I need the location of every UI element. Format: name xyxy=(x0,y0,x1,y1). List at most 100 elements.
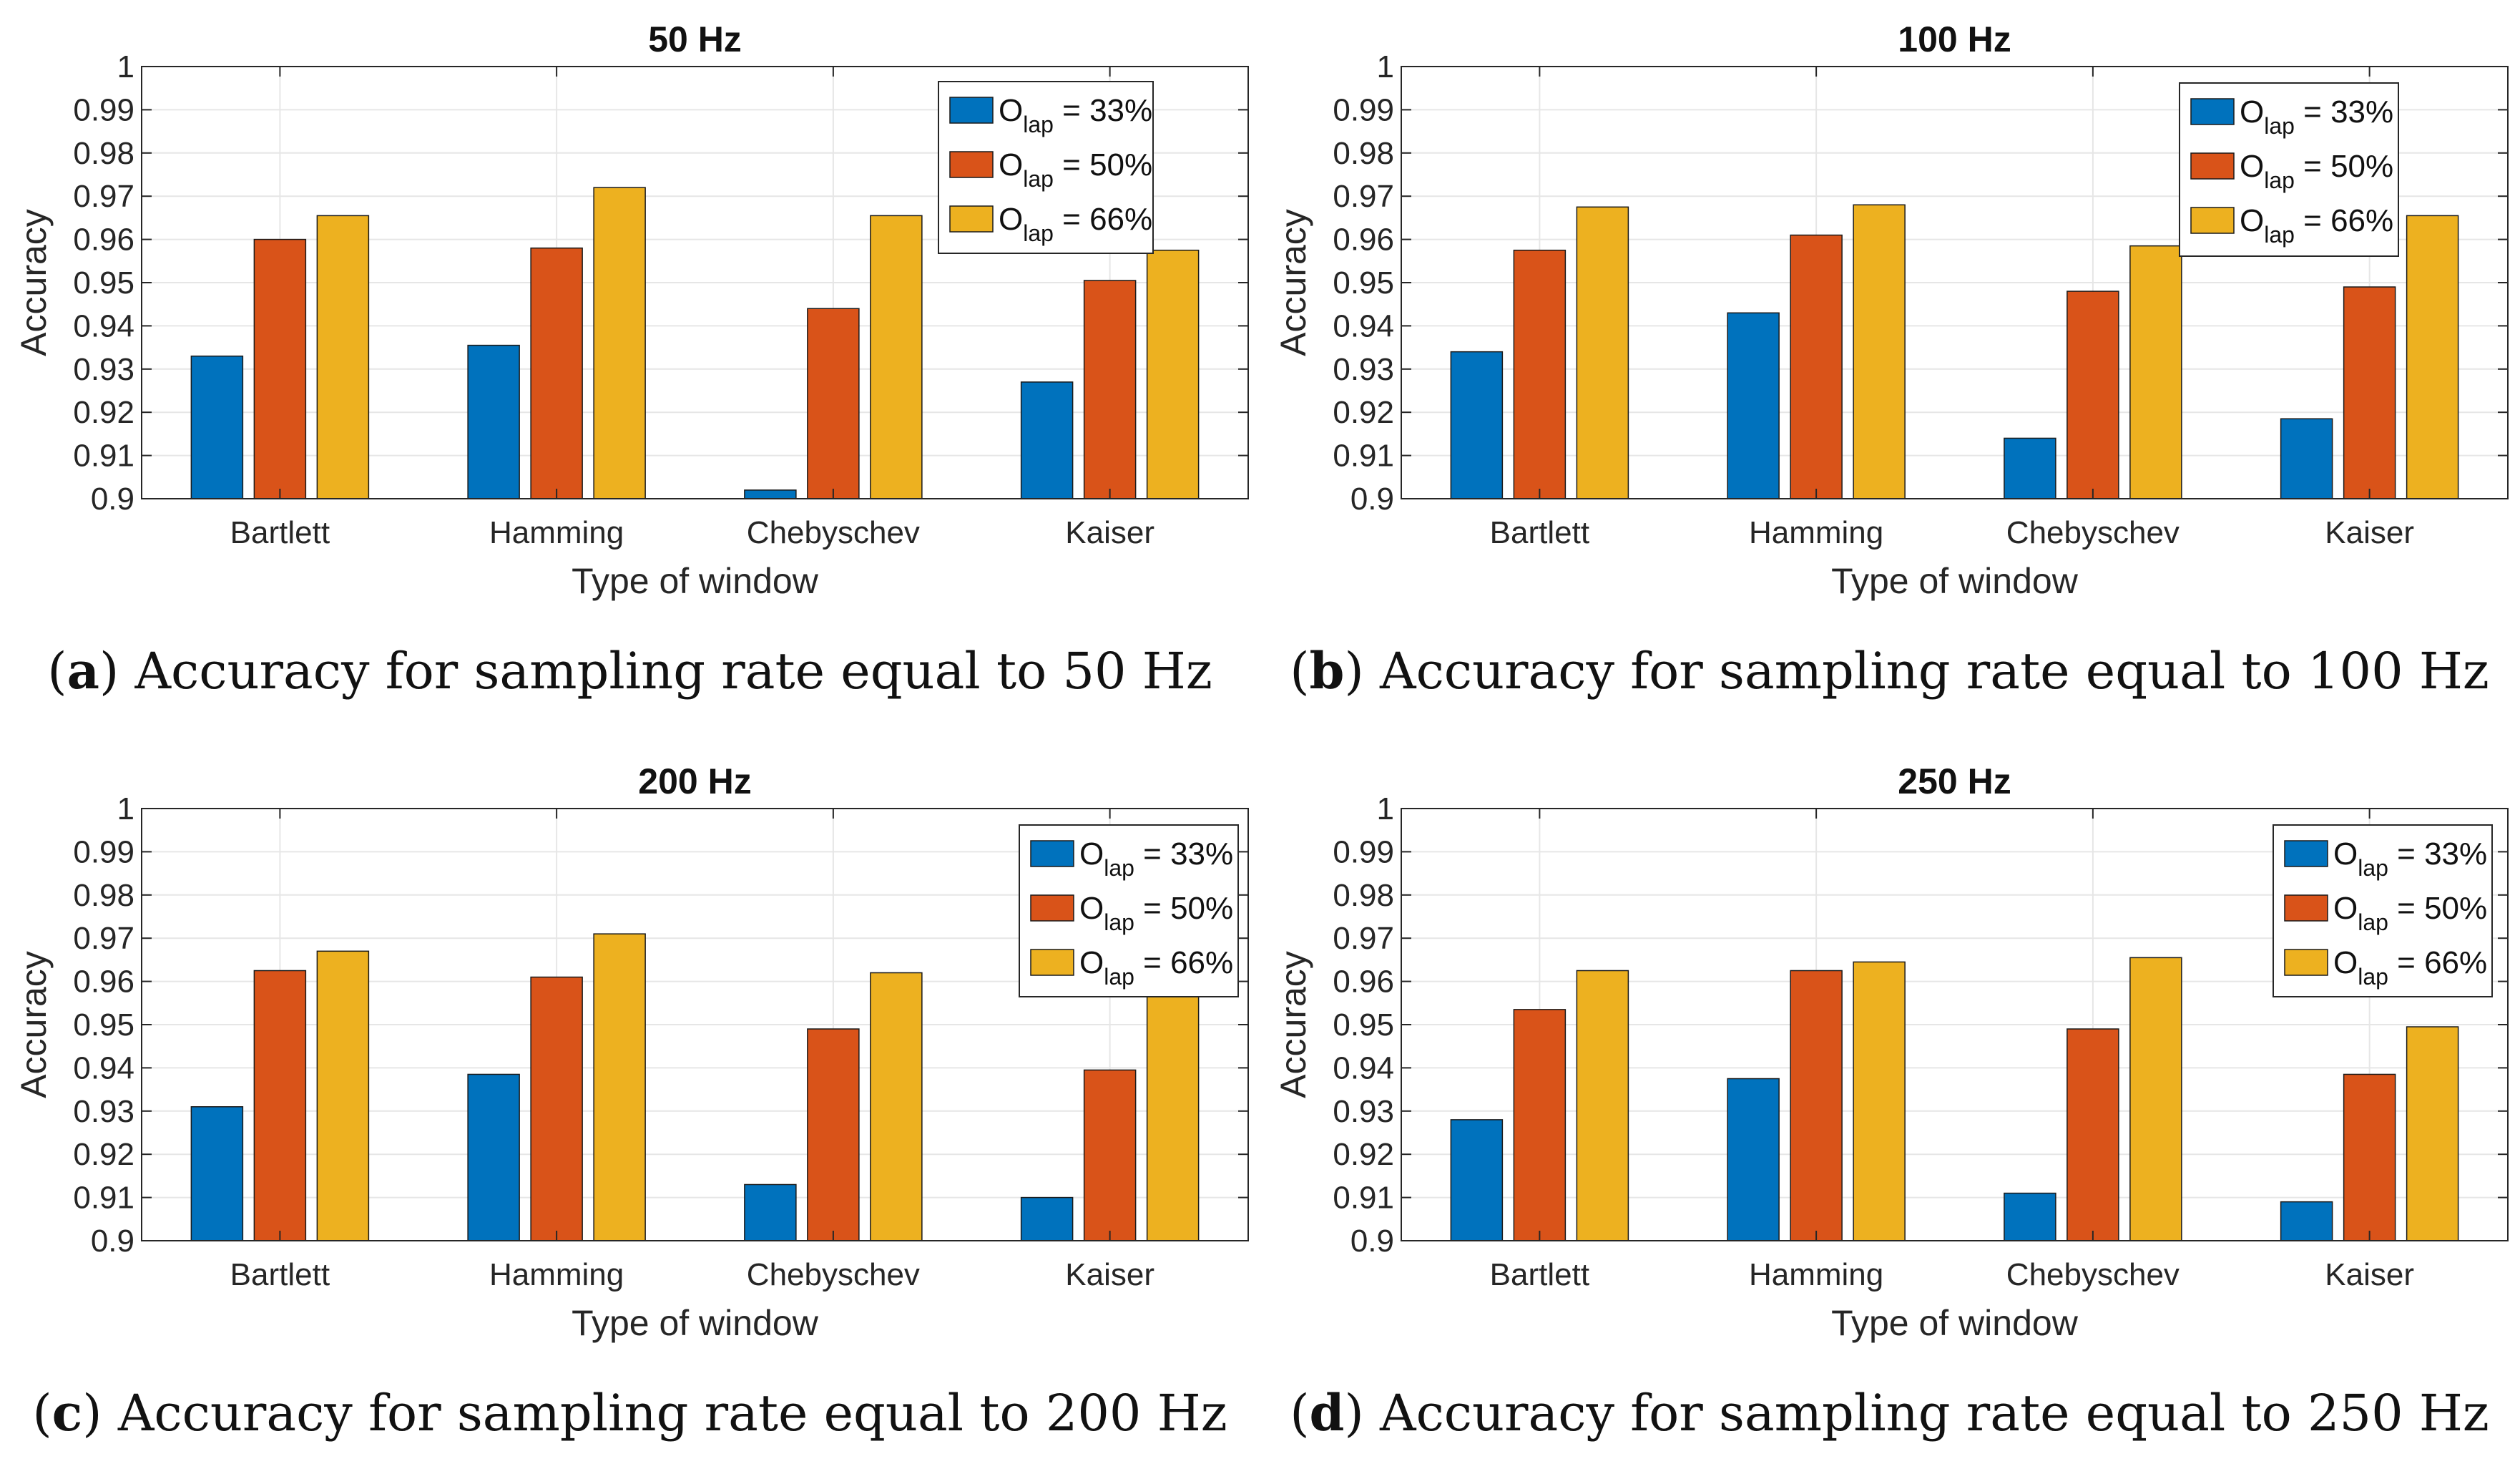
y-tick-label: 0.9 xyxy=(1350,482,1394,517)
y-tick-label: 0.93 xyxy=(73,1094,134,1129)
bar-chebyschev-series-2 xyxy=(807,308,860,499)
y-tick-label: 1 xyxy=(117,49,134,84)
legend-swatch-1 xyxy=(949,97,994,124)
legend-value: = 66% xyxy=(1054,202,1152,237)
bar-kaiser-series-3 xyxy=(2406,215,2459,499)
legend: Olap = 33%Olap = 50%Olap = 66% xyxy=(938,81,1154,254)
legend-value: = 33% xyxy=(1054,93,1152,128)
bar-hamming-series-1 xyxy=(1727,312,1780,499)
bar-bartlett-series-1 xyxy=(1450,1119,1504,1241)
y-tick-label: 0.97 xyxy=(1333,921,1394,956)
legend-prefix: O xyxy=(1079,891,1104,926)
bar-hamming-series-2 xyxy=(1790,234,1843,499)
y-tick-label: 0.97 xyxy=(1333,179,1394,214)
x-axis-label: Type of window xyxy=(572,1303,819,1343)
caption-label: c xyxy=(52,1383,83,1442)
y-tick-label: 0.98 xyxy=(1333,136,1394,171)
bar-chebyschev-series-3 xyxy=(870,972,923,1241)
bar-bartlett-series-2 xyxy=(253,238,307,499)
y-tick-label: 0.98 xyxy=(1333,878,1394,913)
y-tick-label: 0.9 xyxy=(91,482,134,517)
chart-panel-50hz: 0.9 0.91 0.92 0.93 0.94 0.95 0.96 0.97 0.98 0.99 1… xyxy=(0,0,1260,742)
chart-title: 100 Hz xyxy=(1898,19,2011,59)
y-tick-label: 0.95 xyxy=(1333,265,1394,301)
bar-kaiser-series-1 xyxy=(2280,418,2333,499)
bar-chebyschev-series-3 xyxy=(2129,245,2182,499)
y-tick-label: 0.94 xyxy=(1333,1050,1394,1085)
y-axis-label: Accuracy xyxy=(1273,209,1313,356)
legend-subscript: lap xyxy=(2358,964,2388,990)
chart-title: 250 Hz xyxy=(1898,761,2011,801)
legend-prefix: O xyxy=(2240,203,2264,238)
y-tick-label: 0.9 xyxy=(1350,1224,1394,1259)
legend-swatch-3 xyxy=(2190,207,2235,234)
bar-kaiser-series-2 xyxy=(2343,286,2396,499)
chart-250hz: 0.9 0.91 0.92 0.93 0.94 0.95 0.96 0.97 0.98 0.99 1… xyxy=(1273,761,2509,1343)
legend-value: = 50% xyxy=(2295,149,2393,184)
x-tick-label-hamming: Hamming xyxy=(489,515,624,550)
caption-a: (a) Accuracy for sampling rate equal to … xyxy=(47,641,1212,700)
legend-swatch-2 xyxy=(1030,894,1074,922)
bar-hamming-series-2 xyxy=(530,247,583,499)
legend-entry-3: Olap = 66% xyxy=(2240,203,2393,248)
legend-swatch-2 xyxy=(2190,152,2235,180)
legend-prefix: O xyxy=(2333,891,2358,926)
legend-swatch-3 xyxy=(1030,949,1074,976)
legend-swatch-3 xyxy=(2284,949,2328,976)
chart-title: 50 Hz xyxy=(648,19,742,59)
bar-chebyschev-series-1 xyxy=(2004,437,2056,499)
bar-hamming-series-2 xyxy=(530,976,583,1241)
legend-prefix: O xyxy=(2333,945,2358,980)
legend-entry-1: Olap = 33% xyxy=(2240,94,2393,139)
legend-prefix: O xyxy=(999,202,1023,237)
legend-subscript: lap xyxy=(2264,167,2295,193)
caption-text: Accuracy for sampling rate equal to 250 … xyxy=(1363,1384,2489,1442)
y-axis-label: Accuracy xyxy=(14,951,54,1098)
bar-bartlett-series-2 xyxy=(1513,249,1567,499)
caption-text: Accuracy for sampling rate equal to 50 H… xyxy=(119,642,1212,700)
x-tick-label-bartlett: Bartlett xyxy=(1490,1257,1589,1292)
legend-entry-1: Olap = 33% xyxy=(999,93,1152,137)
caption-label: b xyxy=(1309,641,1345,700)
legend-swatch-1 xyxy=(1030,840,1074,867)
x-tick-label-bartlett: Bartlett xyxy=(230,515,330,550)
legend-subscript: lap xyxy=(2358,855,2388,881)
legend: Olap = 33%Olap = 50%Olap = 66% xyxy=(1019,824,1239,997)
y-tick-label: 0.98 xyxy=(73,136,134,171)
legend-subscript: lap xyxy=(2358,909,2388,935)
y-tick-label: 0.91 xyxy=(73,1181,134,1216)
y-tick-label: 0.92 xyxy=(1333,1137,1394,1172)
legend-value: = 66% xyxy=(2295,203,2393,238)
bar-hamming-series-1 xyxy=(467,1073,520,1241)
caption-d: (d) Accuracy for sampling rate equal to … xyxy=(1290,1383,2489,1442)
y-tick-label: 0.95 xyxy=(1333,1007,1394,1043)
chart-panel-200hz: 0.9 0.91 0.92 0.93 0.94 0.95 0.96 0.97 0.98 0.99 1… xyxy=(0,742,1260,1484)
x-tick-label-kaiser: Kaiser xyxy=(2325,1257,2414,1292)
y-tick-label: 0.91 xyxy=(1333,1181,1394,1216)
legend-prefix: O xyxy=(2240,94,2264,130)
x-axis-label: Type of window xyxy=(1831,1303,2079,1343)
y-axis-label: Accuracy xyxy=(14,209,54,356)
x-tick-label-bartlett: Bartlett xyxy=(1490,515,1589,550)
x-tick-label-hamming: Hamming xyxy=(489,1257,624,1292)
legend-entry-3: Olap = 66% xyxy=(999,202,1152,246)
legend-subscript: lap xyxy=(1023,220,1054,246)
y-tick-label: 0.92 xyxy=(73,395,134,430)
bar-bartlett-series-2 xyxy=(1513,1009,1567,1241)
bar-hamming-series-1 xyxy=(1727,1078,1780,1241)
caption-c: (c) Accuracy for sampling rate equal to … xyxy=(32,1383,1227,1442)
caption-b: (b) Accuracy for sampling rate equal to … xyxy=(1290,641,2489,700)
y-tick-label: 0.99 xyxy=(1333,92,1394,127)
caption-label: a xyxy=(67,641,99,700)
y-tick-label: 0.93 xyxy=(1333,352,1394,387)
legend-value: = 50% xyxy=(2388,891,2487,926)
legend-subscript: lap xyxy=(2264,222,2295,248)
legend-prefix: O xyxy=(2240,149,2264,184)
x-tick-label-hamming: Hamming xyxy=(1749,515,1883,550)
legend-subscript: lap xyxy=(2264,113,2295,139)
legend-swatch-1 xyxy=(2190,98,2235,125)
y-tick-label: 0.96 xyxy=(1333,965,1394,1000)
y-tick-label: 0.99 xyxy=(73,92,134,127)
y-axis-label: Accuracy xyxy=(1273,951,1313,1098)
chart-50hz: 0.9 0.91 0.92 0.93 0.94 0.95 0.96 0.97 0.98 0.99 1… xyxy=(14,19,1249,601)
